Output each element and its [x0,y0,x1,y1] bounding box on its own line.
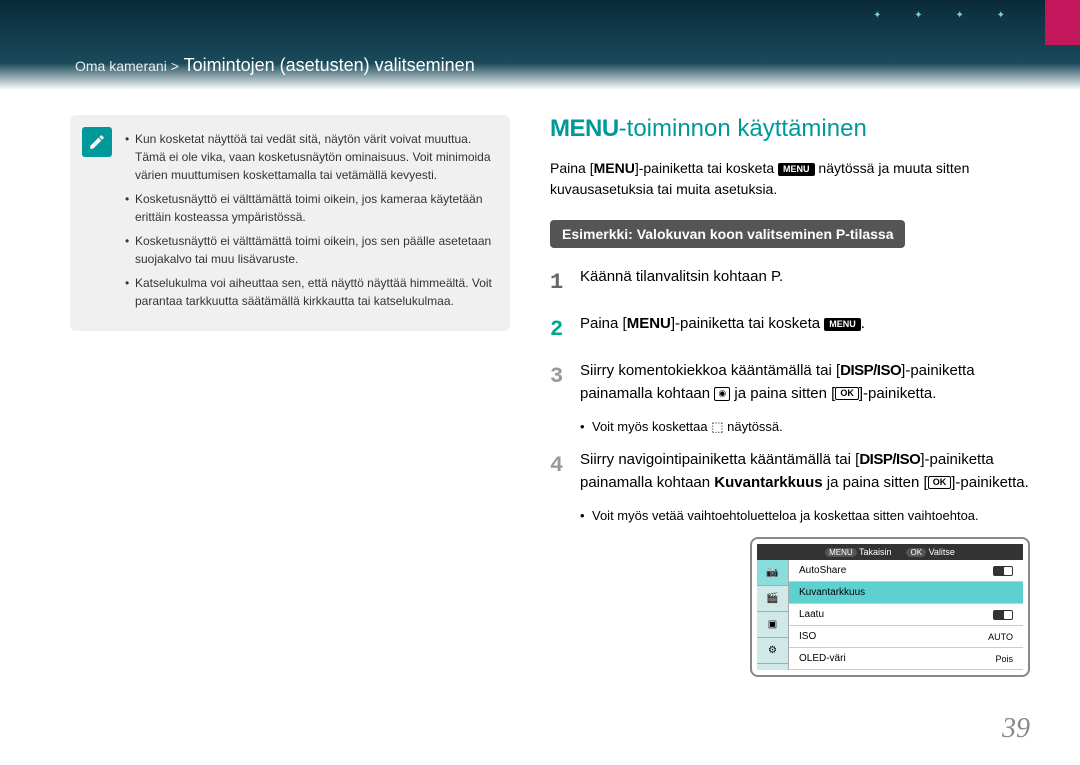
menu-row-iso: ISOAUTO [789,626,1023,648]
tab-settings-icon: ⚙ [757,638,788,664]
page-number: 39 [1002,713,1030,745]
step-1: 1 Käännä tilanvalitsin kohtaan P. [550,266,1030,299]
step-2: 2 Paina [MENU]-painiketta tai kosketa ME… [550,313,1030,346]
step-number: 2 [550,313,580,346]
toggle-icon [993,610,1013,620]
section-title: MENU-toiminnon käyttäminen [550,115,1030,143]
decorative-sparkles: ✦ ✦ ✦ ✦ [873,10,1020,21]
screen-header: MENU Takaisin OK Valitse [757,544,1023,560]
toggle-icon [993,566,1013,576]
note-item: Kosketusnäyttö ei välttämättä toimi oike… [125,190,495,226]
step-3: 3 Siirry komentokiekkoa kääntämällä tai … [550,360,1030,405]
steps-list-cont: 4 Siirry navigointipainiketta kääntämäll… [550,449,1030,494]
ok-box-icon: OK [835,387,859,400]
note-item: Katselukulma voi aiheuttaa sen, että näy… [125,274,495,310]
note-item: Kun kosketat näyttöä tai vedät sitä, näy… [125,130,495,184]
note-box: Kun kosketat näyttöä tai vedät sitä, näy… [70,115,510,331]
tab-video-icon: 🎬 [757,586,788,612]
camera-mode-icon: ◉ [714,387,730,401]
page-tab-marker [1045,0,1080,45]
breadcrumb: Oma kamerani > Toimintojen (asetusten) v… [75,55,475,76]
step-4-note: Voit myös vetää vaihtoehtoluetteloa ja k… [580,508,1030,523]
step-3-note: Voit myös koskettaa ⬚ näytössä. [580,419,1030,435]
step-number: 3 [550,360,580,405]
intro-text: Paina [MENU]-painiketta tai kosketa MENU… [550,158,1030,200]
step-number: 4 [550,449,580,494]
steps-list: 1 Käännä tilanvalitsin kohtaan P. 2 Pain… [550,266,1030,405]
tab-photo-icon: 📷 [757,560,788,586]
menu-row-kuvantarkkuus: Kuvantarkkuus [789,582,1023,604]
pencil-icon [82,127,112,157]
example-badge: Esimerkki: Valokuvan koon valitseminen P… [550,220,905,248]
ok-box-icon: OK [928,476,952,489]
breadcrumb-prefix: Oma kamerani > [75,58,179,74]
step-4: 4 Siirry navigointipainiketta kääntämäll… [550,449,1030,494]
menu-row-oled: OLED-väriPois [789,648,1023,670]
note-item: Kosketusnäyttö ei välttämättä toimi oike… [125,232,495,268]
screen-tabs: 📷 🎬 ▣ ⚙ [757,560,789,670]
note-list: Kun kosketat näyttöä tai vedät sitä, näy… [125,130,495,310]
tab-custom-icon: ▣ [757,612,788,638]
screen-menu-list: AutoShare Kuvantarkkuus Laatu ISOAUTO OL… [789,560,1023,670]
step-number: 1 [550,266,580,299]
camera-screen-preview: MENU Takaisin OK Valitse 📷 🎬 ▣ ⚙ AutoSha… [750,537,1030,677]
menu-box-icon: MENU [824,318,861,331]
menu-row-laatu: Laatu [789,604,1023,626]
menu-row-autoshare: AutoShare [789,560,1023,582]
breadcrumb-title: Toimintojen (asetusten) valitseminen [184,55,475,75]
menu-box-icon: MENU [778,163,815,176]
